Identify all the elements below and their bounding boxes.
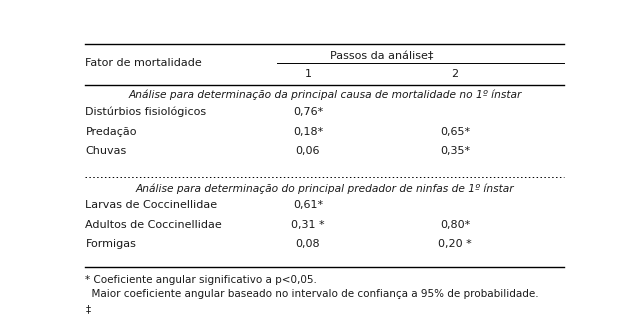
Text: 0,35*: 0,35* [440,146,470,156]
Text: Maior coeficiente angular baseado no intervalo de confiança a 95% de probabilida: Maior coeficiente angular baseado no int… [86,289,539,299]
Text: Adultos de Coccinellidae: Adultos de Coccinellidae [86,220,222,230]
Text: 0,08: 0,08 [295,239,320,249]
Text: Larvas de Coccinellidae: Larvas de Coccinellidae [86,200,217,210]
Text: Chuvas: Chuvas [86,146,127,156]
Text: Análise para determinação da principal causa de mortalidade no 1º ínstar: Análise para determinação da principal c… [128,90,522,100]
Text: 0,20 *: 0,20 * [438,239,472,249]
Text: 0,18*: 0,18* [293,127,323,137]
Text: * Coeficiente angular significativo a p<0,05.: * Coeficiente angular significativo a p<… [86,274,318,284]
Text: 0,80*: 0,80* [440,220,470,230]
Text: ‡: ‡ [86,304,91,314]
Text: 0,65*: 0,65* [440,127,470,137]
Text: Predação: Predação [86,127,137,137]
Text: Formigas: Formigas [86,239,136,249]
Text: Análise para determinação do principal predador de ninfas de 1º ínstar: Análise para determinação do principal p… [136,183,514,193]
Text: 0,61*: 0,61* [293,200,323,210]
Text: 0,06: 0,06 [295,146,320,156]
Text: Passos da análise‡: Passos da análise‡ [330,51,433,61]
Text: Distúrbios fisiológicos: Distúrbios fisiológicos [86,107,207,117]
Text: 0,76*: 0,76* [293,107,323,117]
Text: 2: 2 [451,69,458,79]
Text: 0,31 *: 0,31 * [291,220,325,230]
Text: Fator de mortalidade: Fator de mortalidade [86,58,202,68]
Text: 1: 1 [304,69,311,79]
